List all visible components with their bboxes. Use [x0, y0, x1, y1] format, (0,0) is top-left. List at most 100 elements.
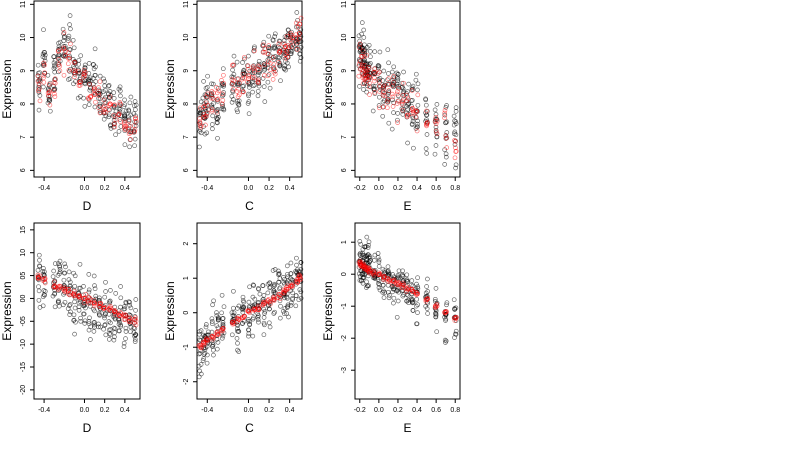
point-black	[444, 302, 449, 308]
point-red	[281, 290, 287, 296]
point-red	[209, 334, 214, 339]
y-tick-label: 7	[183, 135, 190, 139]
point-red	[118, 311, 124, 317]
point-red	[221, 72, 226, 78]
y-axis-title: Expression	[321, 59, 335, 118]
point-black	[298, 289, 304, 295]
point-black	[453, 318, 459, 323]
point-black	[252, 296, 258, 302]
point-red	[432, 305, 438, 310]
point-black	[401, 69, 406, 75]
point-black	[215, 117, 220, 122]
point-red	[236, 86, 241, 92]
y-tick-label: 8	[341, 102, 348, 106]
point-black	[111, 337, 117, 343]
x-axis-title: E	[403, 199, 411, 213]
point-black	[265, 290, 271, 296]
y-tick-label: -20	[20, 385, 27, 395]
point-red	[409, 88, 415, 93]
point-red	[385, 81, 391, 87]
point-black	[78, 315, 83, 321]
point-black	[415, 81, 421, 87]
point-red	[260, 50, 266, 55]
point-black	[235, 100, 241, 106]
point-red	[42, 62, 47, 68]
point-red	[42, 70, 47, 76]
point-black	[370, 108, 376, 114]
y-tick-label: 05	[20, 272, 27, 280]
point-red	[452, 155, 458, 161]
point-red	[205, 103, 211, 108]
point-black	[255, 93, 261, 99]
point-black	[87, 315, 92, 321]
point-red	[220, 91, 225, 97]
point-black	[285, 278, 291, 284]
point-red	[121, 119, 127, 125]
point-red	[133, 116, 138, 122]
y-tick-label: 11	[341, 1, 348, 8]
point-black	[380, 78, 385, 83]
point-black	[432, 151, 438, 157]
point-black	[81, 95, 86, 101]
point-black	[86, 289, 92, 295]
point-black	[112, 326, 118, 331]
point-black	[444, 103, 449, 108]
point-black	[41, 27, 46, 33]
point-red	[286, 44, 292, 50]
point-black	[453, 105, 459, 110]
point-black	[364, 81, 369, 86]
point-black	[65, 306, 71, 311]
point-red	[230, 321, 236, 327]
point-black	[281, 66, 287, 72]
x-tick-label: 0.2	[100, 185, 110, 192]
point-black	[396, 268, 402, 274]
point-black	[380, 290, 386, 295]
point-black	[102, 87, 108, 93]
point-red	[220, 326, 225, 332]
point-black	[444, 300, 450, 306]
point-black	[68, 309, 73, 315]
point-red	[68, 41, 73, 47]
point-red	[443, 309, 449, 315]
point-red	[453, 315, 459, 320]
point-red	[284, 34, 290, 39]
point-red	[444, 145, 450, 150]
point-black	[51, 60, 57, 66]
point-black	[240, 60, 245, 65]
point-red	[401, 80, 406, 86]
x-tick-label: -0.2	[354, 185, 366, 192]
y-tick-label: 15	[20, 226, 27, 234]
point-red	[256, 305, 261, 311]
point-black	[221, 304, 227, 310]
point-red	[201, 104, 207, 109]
point-red	[209, 108, 215, 114]
point-black	[96, 310, 102, 316]
y-tick-label: -1	[183, 344, 190, 350]
series-2	[197, 15, 304, 130]
point-red	[35, 272, 41, 278]
point-black	[425, 276, 430, 282]
point-red	[92, 92, 98, 98]
point-black	[77, 261, 83, 267]
point-red	[237, 80, 242, 86]
point-black	[72, 331, 77, 337]
point-black	[385, 77, 390, 83]
point-black	[266, 33, 272, 39]
point-red	[41, 60, 47, 66]
point-red	[219, 101, 225, 107]
point-black	[61, 277, 67, 283]
point-black	[382, 290, 388, 295]
point-black	[281, 311, 287, 316]
y-tick-label: -2	[183, 379, 190, 385]
point-black	[298, 44, 304, 50]
point-black	[381, 68, 387, 74]
point-black	[246, 99, 252, 104]
point-black	[106, 319, 112, 324]
point-red	[261, 73, 267, 78]
point-red	[76, 80, 82, 86]
point-red	[214, 85, 219, 90]
point-red	[103, 110, 108, 115]
point-black	[277, 315, 283, 321]
point-red	[390, 104, 396, 109]
